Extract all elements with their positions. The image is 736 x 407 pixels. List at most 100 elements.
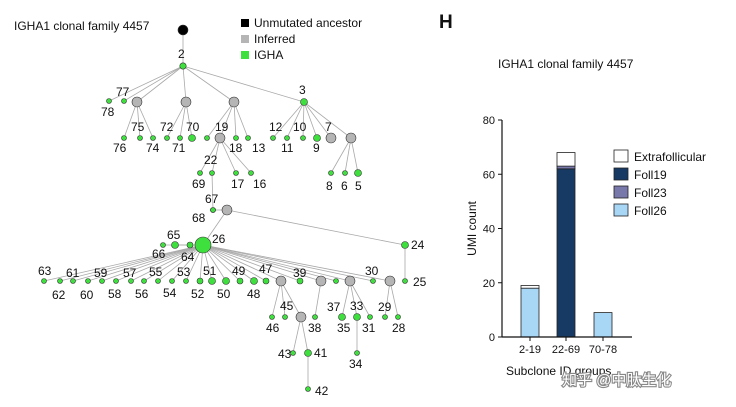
igha-node <box>284 135 290 141</box>
igha-node <box>197 170 203 176</box>
tree-legend: Unmutated ancestor Inferred IGHA <box>241 16 362 62</box>
tree-edge <box>202 244 301 282</box>
node-label-18: 18 <box>229 141 243 155</box>
chart-legend: Extrafollicular Foll19 Foll23 Foll26 <box>613 149 706 218</box>
legend-swatch-unmutated <box>241 19 249 27</box>
igha-node <box>204 135 210 141</box>
igha-node <box>333 278 339 284</box>
legend-label-foll19: Foll19 <box>634 168 667 182</box>
tree-edge <box>302 101 305 139</box>
node-label-77: 77 <box>116 85 130 99</box>
igha-node <box>164 135 170 141</box>
node-label-59: 59 <box>94 266 108 280</box>
igha-node <box>128 278 134 284</box>
node-label-28: 28 <box>392 321 406 335</box>
node-label-7: 7 <box>325 120 332 134</box>
y-axis-label: UMI count <box>465 200 479 255</box>
x-axis-ticks: 2-19 22-69 70-78 <box>519 337 617 356</box>
tree-edge <box>219 101 235 139</box>
tree-edge <box>233 101 249 139</box>
igha-node <box>313 134 321 142</box>
node-label-63: 63 <box>38 264 52 278</box>
igha-node <box>141 278 147 284</box>
node-label-9: 9 <box>313 141 320 155</box>
node-label-51: 51 <box>203 264 217 278</box>
bar-segments <box>520 152 613 338</box>
legend-swatch-foll19 <box>613 167 629 181</box>
legend-swatch-foll26 <box>613 203 629 217</box>
tree-edge <box>202 244 337 282</box>
igha-node <box>233 135 239 141</box>
inferred-node <box>325 132 337 144</box>
igha-node <box>121 135 127 141</box>
node-label-47: 47 <box>259 262 273 276</box>
tree-edge <box>182 65 305 103</box>
tree-edge <box>130 244 204 282</box>
inferred-node <box>315 275 327 287</box>
node-label-39: 39 <box>293 266 307 280</box>
node-label-30: 30 <box>365 264 379 278</box>
inferred-node <box>180 96 192 108</box>
bar-segment-foll19-22-69 <box>556 168 576 338</box>
tree-edge <box>202 244 241 282</box>
node-label-29: 29 <box>378 300 392 314</box>
inferred-node <box>131 96 143 108</box>
igha-node <box>401 241 409 249</box>
node-label-26: 26 <box>212 232 226 246</box>
tree-edge <box>349 280 358 318</box>
igha-node <box>99 278 105 284</box>
node-label-33: 33 <box>350 299 364 313</box>
node-label-53: 53 <box>177 265 191 279</box>
chart-title: IGHA1 clonal family 4457 <box>498 57 634 71</box>
node-label-35: 35 <box>337 321 351 335</box>
y-tick-label: 0 <box>489 332 495 344</box>
tree-edge <box>185 101 193 139</box>
tree-edge <box>202 244 255 282</box>
node-label-69: 69 <box>192 177 206 191</box>
node-label-31: 31 <box>362 321 376 335</box>
igha-node <box>85 278 91 284</box>
unmutated-ancestor-node <box>177 24 189 36</box>
tree-edge <box>72 244 204 282</box>
tree-edge <box>280 280 286 318</box>
igha-node <box>370 278 376 284</box>
tree-edge <box>330 137 352 174</box>
igha-node <box>236 277 244 285</box>
tree-edge <box>206 101 235 139</box>
tree-edge <box>182 65 235 103</box>
igha-node <box>209 170 215 176</box>
igha-node <box>402 278 408 284</box>
node-label-61: 61 <box>66 266 80 280</box>
igha-node <box>70 278 76 284</box>
y-axis-ticks: 0 20 40 60 80 <box>483 115 502 344</box>
y-tick-label: 20 <box>483 278 495 290</box>
inferred-node <box>275 275 287 287</box>
bar-segment-foll26-2-19 <box>520 287 540 338</box>
igha-node <box>137 135 143 141</box>
tree-nodes <box>41 24 409 392</box>
node-label-22: 22 <box>204 153 218 167</box>
inferred-node <box>228 96 240 108</box>
igha-node <box>177 135 183 141</box>
tree-edge <box>136 65 184 103</box>
tree-edge <box>300 316 309 354</box>
tree-edge <box>202 244 282 282</box>
x-tick-label: 70-78 <box>589 344 617 356</box>
node-label-11: 11 <box>281 141 294 155</box>
legend-swatch-extrafollicular <box>613 149 629 163</box>
node-label-41: 41 <box>314 346 328 360</box>
igha-node <box>196 277 204 285</box>
igha-node <box>367 314 373 320</box>
tree-edge <box>87 244 204 282</box>
legend-swatch-igha <box>241 51 249 59</box>
watermark-text: 知乎 @中肽生化 <box>562 372 671 389</box>
node-label-66: 66 <box>152 247 166 261</box>
tree-edge <box>349 280 371 318</box>
node-label-74: 74 <box>146 141 160 155</box>
igha-node <box>395 314 401 320</box>
bar-chart: 0 20 40 60 80 2-19 22-69 70-78 UMI count Subcl… <box>465 115 706 378</box>
tree-edge <box>350 137 359 174</box>
inferred-node <box>221 204 233 216</box>
node-label-19: 19 <box>215 120 229 134</box>
